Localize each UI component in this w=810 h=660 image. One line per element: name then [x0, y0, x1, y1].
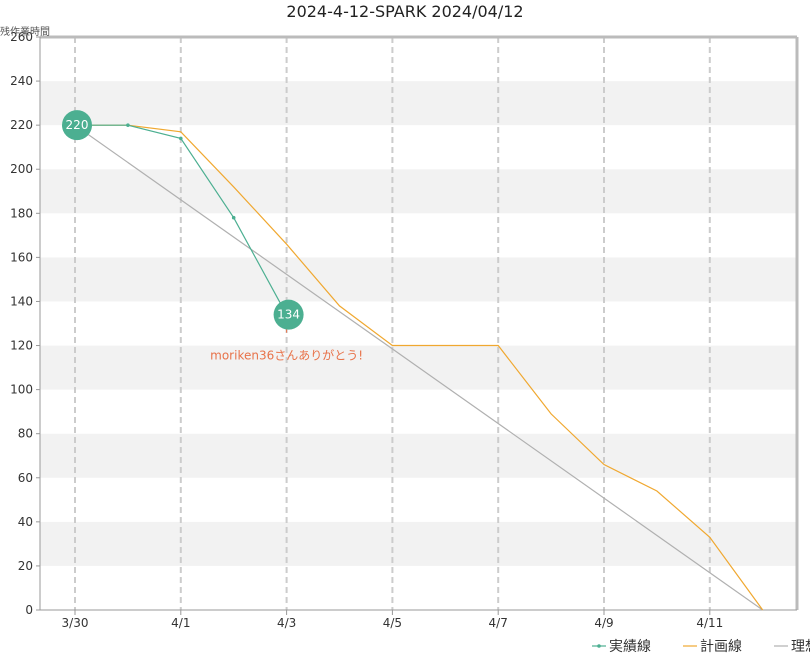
series-point-actual — [231, 215, 236, 220]
y-tick-label: 20 — [18, 559, 33, 573]
legend-label: 計画線 — [700, 639, 742, 655]
chart-title: 2024-4-12-SPARK 2024/04/12 — [286, 2, 523, 21]
value-bubble-label: 220 — [66, 118, 89, 132]
plot-band — [40, 213, 797, 258]
y-tick-label: 140 — [10, 294, 33, 308]
y-tick-label: 80 — [18, 427, 33, 441]
y-tick-label: 200 — [10, 162, 33, 176]
x-tick-label: 4/1 — [171, 616, 190, 630]
x-tick-label: 3/30 — [62, 616, 89, 630]
plot-band — [40, 125, 797, 170]
plot-band — [40, 301, 797, 346]
y-tick-label: 220 — [10, 118, 33, 132]
series-line-plan — [75, 124, 764, 611]
y-axis-label: 残作業時間 — [0, 25, 50, 38]
series-point-actual — [126, 123, 130, 127]
plot-band — [40, 521, 797, 566]
value-bubble — [273, 299, 304, 330]
legend-label: 理想線 — [791, 639, 810, 655]
x-tick-label: 4/11 — [696, 616, 723, 630]
x-tick-label: 4/7 — [489, 616, 508, 630]
y-tick-label: 40 — [18, 515, 33, 529]
plot-band — [40, 477, 797, 522]
legend-label: 実績線 — [609, 639, 651, 655]
x-tick-label: 4/3 — [277, 616, 296, 630]
y-tick-label: 240 — [10, 74, 33, 88]
plot-band — [40, 81, 797, 126]
y-tick-label: 60 — [18, 471, 33, 485]
value-bubble-label: 134 — [277, 308, 300, 322]
legend-swatch-dot — [597, 644, 601, 648]
plot-band — [40, 565, 797, 610]
annotation-label: moriken36さんありがとう! — [210, 348, 363, 363]
plot-band — [40, 169, 797, 214]
y-tick-label: 100 — [10, 383, 33, 397]
y-tick-label: 180 — [10, 206, 33, 220]
plot-band — [40, 37, 797, 82]
y-tick-label: 0 — [25, 603, 33, 617]
y-tick-label: 260 — [10, 30, 33, 44]
y-tick-label: 160 — [10, 250, 33, 264]
value-bubble — [62, 110, 92, 141]
series-line-ideal — [74, 124, 764, 611]
plot-band — [40, 433, 797, 478]
y-tick-label: 120 — [10, 339, 33, 353]
x-tick-label: 4/5 — [383, 616, 402, 630]
series-point-actual — [179, 136, 183, 141]
plot-band — [40, 389, 797, 434]
plot-band — [40, 257, 797, 302]
x-tick-label: 4/9 — [594, 616, 613, 630]
